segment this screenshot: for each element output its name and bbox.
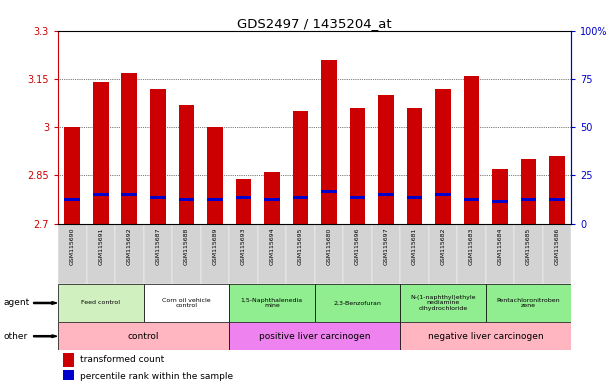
- Bar: [93, 193, 109, 196]
- Bar: [150, 89, 166, 223]
- Text: Corn oil vehicle
control: Corn oil vehicle control: [162, 298, 211, 308]
- Bar: [435, 89, 451, 223]
- Bar: [63, 370, 75, 383]
- Text: GSM115691: GSM115691: [98, 228, 103, 265]
- Text: agent: agent: [3, 298, 29, 308]
- Text: Pentachloronitroben
zene: Pentachloronitroben zene: [497, 298, 560, 308]
- Title: GDS2497 / 1435204_at: GDS2497 / 1435204_at: [237, 17, 392, 30]
- Bar: [264, 172, 280, 223]
- Bar: [93, 82, 109, 223]
- Text: GSM115680: GSM115680: [326, 228, 331, 265]
- Bar: [58, 223, 87, 284]
- Bar: [543, 223, 571, 284]
- Bar: [464, 198, 480, 201]
- Bar: [321, 60, 337, 223]
- Text: other: other: [3, 332, 27, 341]
- Bar: [400, 284, 486, 322]
- Bar: [492, 200, 508, 203]
- Bar: [371, 223, 400, 284]
- Bar: [258, 223, 286, 284]
- Bar: [87, 223, 115, 284]
- Text: positive liver carcinogen: positive liver carcinogen: [259, 332, 370, 341]
- Text: GSM115684: GSM115684: [497, 228, 502, 265]
- Text: GSM115692: GSM115692: [127, 228, 132, 265]
- Bar: [178, 198, 194, 201]
- Bar: [457, 223, 486, 284]
- Bar: [349, 197, 365, 199]
- Bar: [378, 95, 394, 223]
- Text: GSM115686: GSM115686: [555, 228, 560, 265]
- Bar: [486, 223, 514, 284]
- Bar: [122, 73, 137, 223]
- Bar: [407, 196, 422, 199]
- Bar: [407, 108, 422, 223]
- Bar: [150, 196, 166, 199]
- Text: GSM115697: GSM115697: [384, 228, 389, 265]
- Bar: [229, 322, 400, 350]
- Bar: [435, 193, 451, 196]
- Bar: [343, 223, 371, 284]
- Text: Feed control: Feed control: [81, 301, 120, 306]
- Bar: [264, 198, 280, 201]
- Text: GSM115688: GSM115688: [184, 228, 189, 265]
- Bar: [58, 322, 229, 350]
- Bar: [58, 284, 144, 322]
- Text: GSM115682: GSM115682: [441, 228, 445, 265]
- Text: GSM115694: GSM115694: [269, 228, 274, 265]
- Bar: [293, 111, 309, 223]
- Bar: [521, 159, 536, 223]
- Bar: [144, 284, 229, 322]
- Text: GSM115685: GSM115685: [526, 228, 531, 265]
- Bar: [293, 196, 309, 199]
- Bar: [207, 127, 223, 223]
- Text: transformed count: transformed count: [79, 355, 164, 364]
- Bar: [122, 193, 137, 196]
- Text: 1,5-Naphthalenedia
mine: 1,5-Naphthalenedia mine: [241, 298, 303, 308]
- Bar: [115, 223, 144, 284]
- Bar: [200, 223, 229, 284]
- Bar: [144, 223, 172, 284]
- Bar: [315, 223, 343, 284]
- Bar: [229, 284, 315, 322]
- Bar: [286, 223, 315, 284]
- Bar: [486, 284, 571, 322]
- Bar: [236, 179, 251, 223]
- Bar: [315, 284, 400, 322]
- Bar: [178, 105, 194, 223]
- Text: N-(1-naphthyl)ethyle
nediamine
dihydrochloride: N-(1-naphthyl)ethyle nediamine dihydroch…: [410, 295, 476, 311]
- Text: GSM115696: GSM115696: [355, 228, 360, 265]
- Bar: [549, 156, 565, 223]
- Text: GSM115693: GSM115693: [241, 228, 246, 265]
- Text: GSM115689: GSM115689: [213, 228, 218, 265]
- Bar: [172, 223, 200, 284]
- Bar: [63, 353, 75, 367]
- Text: GSM115681: GSM115681: [412, 228, 417, 265]
- Bar: [378, 193, 394, 196]
- Text: 2,3-Benzofuran: 2,3-Benzofuran: [334, 301, 381, 306]
- Bar: [207, 198, 223, 201]
- Text: percentile rank within the sample: percentile rank within the sample: [79, 372, 233, 381]
- Text: negative liver carcinogen: negative liver carcinogen: [428, 332, 544, 341]
- Bar: [321, 190, 337, 193]
- Bar: [429, 223, 457, 284]
- Bar: [65, 198, 80, 201]
- Bar: [236, 196, 251, 199]
- Text: GSM115683: GSM115683: [469, 228, 474, 265]
- Bar: [65, 127, 80, 223]
- Bar: [521, 198, 536, 201]
- Text: GSM115690: GSM115690: [70, 228, 75, 265]
- Bar: [229, 223, 258, 284]
- Text: GSM115687: GSM115687: [155, 228, 160, 265]
- Bar: [464, 76, 480, 223]
- Bar: [400, 223, 429, 284]
- Bar: [549, 198, 565, 201]
- Bar: [400, 322, 571, 350]
- Text: control: control: [128, 332, 159, 341]
- Bar: [492, 169, 508, 223]
- Text: GSM115695: GSM115695: [298, 228, 303, 265]
- Bar: [514, 223, 543, 284]
- Bar: [349, 108, 365, 223]
